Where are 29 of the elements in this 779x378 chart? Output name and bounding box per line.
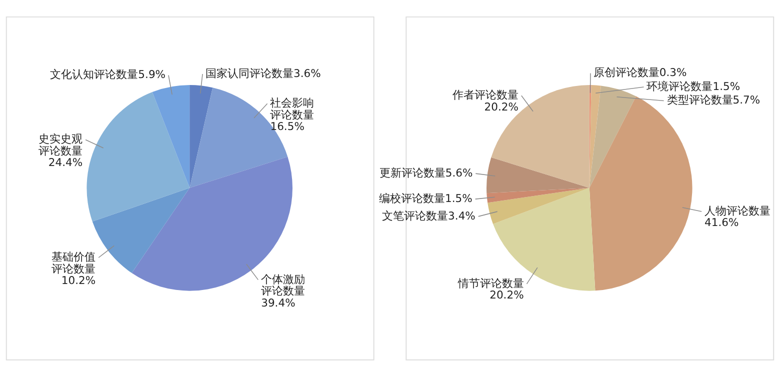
pie-slice (152, 85, 190, 188)
data-label: 41.6% (704, 216, 739, 230)
data-label: 20.2% (484, 100, 518, 114)
pie-slice (589, 86, 636, 188)
pie-slice (486, 188, 590, 203)
slice-label: 文笔评论数量3.4% (382, 209, 476, 222)
data-label: 20.2% (490, 288, 524, 302)
slice-label: 国家认同评论数量3.6% (205, 66, 321, 80)
data-label: 10.2% (61, 274, 96, 288)
slice-label: 文化认知评论数量5.9% (50, 68, 166, 82)
slice-label: 编校评论数量1.5% (378, 192, 472, 206)
pie-slice (486, 157, 590, 194)
slice-label: 基础价值评论数量 (52, 250, 96, 276)
pie-slice (190, 85, 213, 188)
pie-slice (488, 188, 590, 224)
slice-label: 类型评论数量5.7% (666, 94, 760, 107)
slice-label: 更新评论数量5.6% (379, 166, 473, 180)
slice-label: 情节评论数量 (456, 276, 524, 290)
pie-slice (86, 92, 190, 222)
slice-label: 作者评论数量 (451, 88, 518, 102)
data-label: 16.5% (270, 120, 304, 134)
slice-label: 人物评论数量 (704, 204, 771, 218)
slice-label: 原创评论数量0.3% (593, 66, 687, 80)
data-label: 24.4% (48, 156, 83, 170)
slice-label: 社会影响评论数量 (270, 96, 314, 122)
slice-label: 个体激励评论数量 (261, 272, 306, 298)
slice-label: 环境评论数量1.5% (646, 80, 740, 93)
slice-label: 史实史观评论数量 (38, 132, 83, 158)
data-label: 39.4% (261, 296, 296, 310)
